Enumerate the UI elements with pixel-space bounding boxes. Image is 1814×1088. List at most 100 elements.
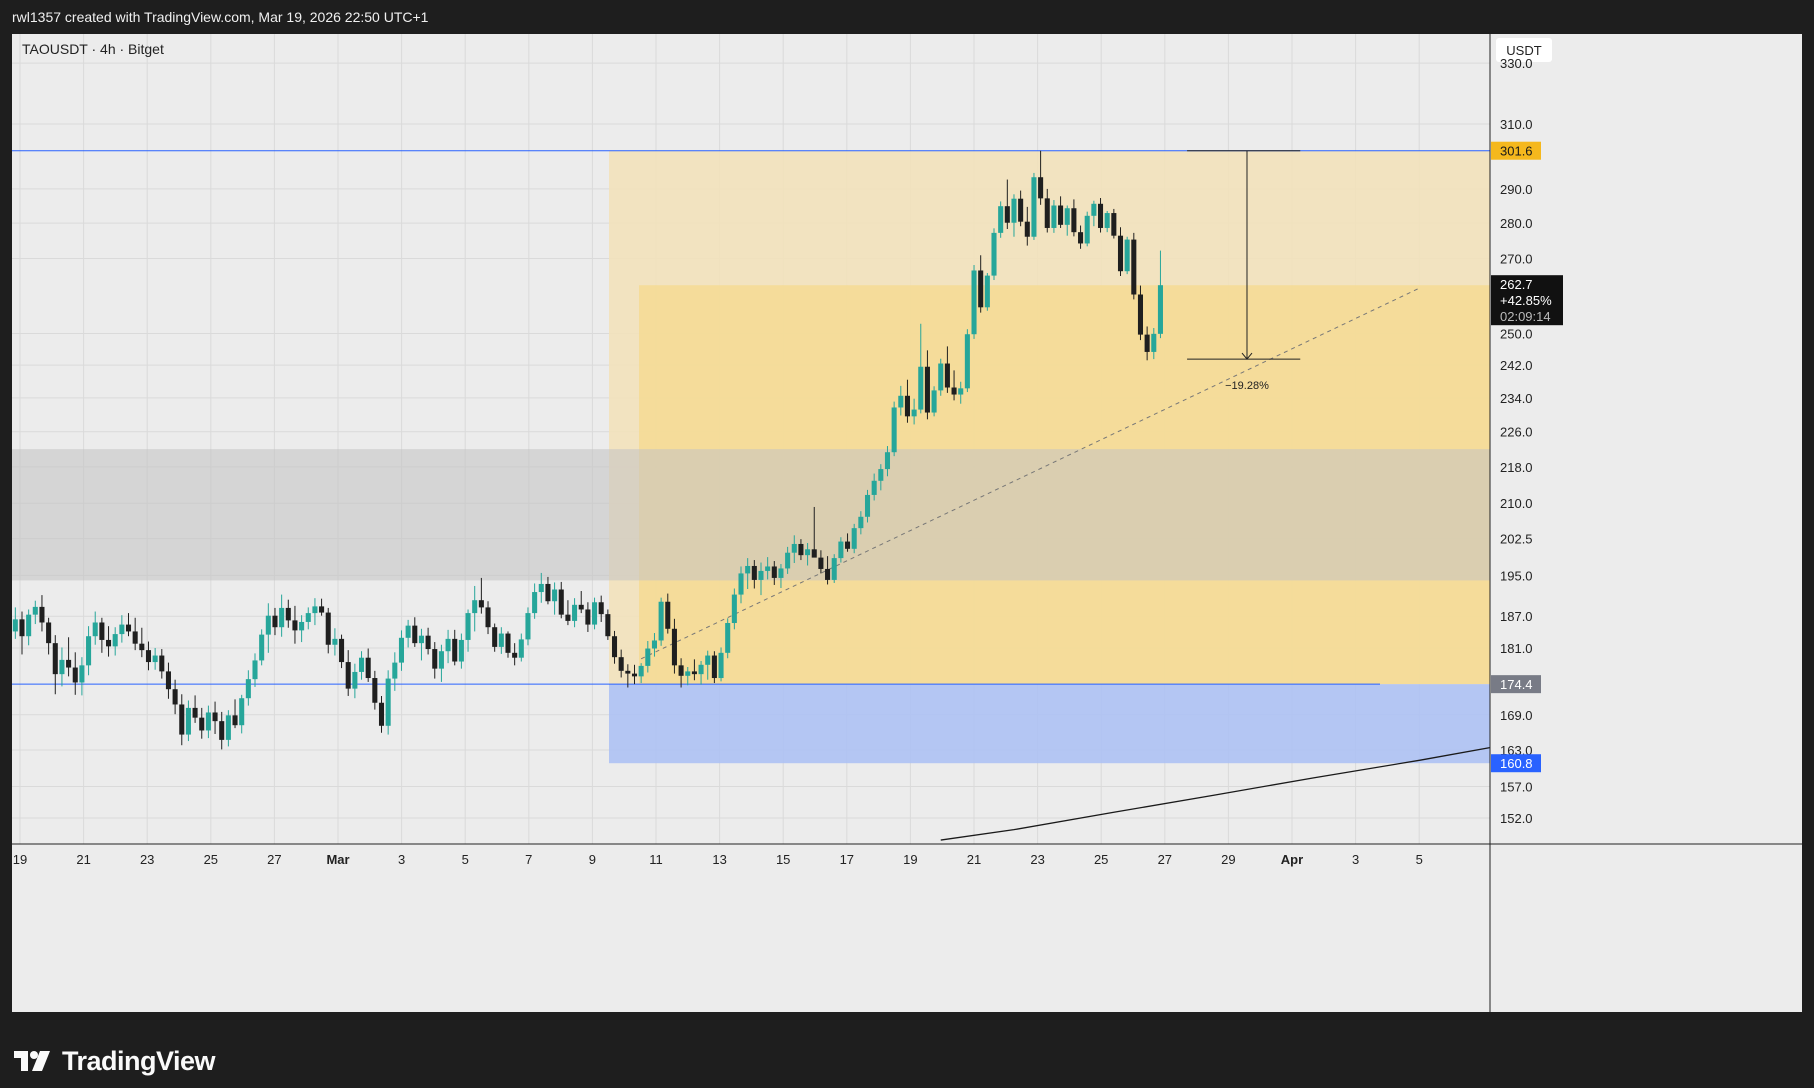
candle-body	[39, 606, 45, 623]
candle-body	[545, 583, 551, 602]
candle-body	[19, 619, 25, 637]
candle-body	[618, 657, 624, 671]
candle-body	[498, 633, 504, 647]
candle-body	[339, 638, 345, 663]
candle-body	[552, 589, 558, 602]
ma-curve	[940, 746, 1494, 841]
candle-body	[1111, 213, 1117, 236]
candle-body	[958, 388, 964, 395]
candle-body	[998, 206, 1004, 233]
y-tick-label: 181.0	[1500, 641, 1533, 656]
candle-body	[598, 602, 604, 615]
candle-body	[685, 671, 691, 676]
candle-body	[778, 568, 784, 578]
x-tick-label: 21	[76, 852, 90, 867]
candle-body	[485, 607, 491, 628]
candle-body	[152, 655, 158, 663]
last-price: 262.7	[1500, 277, 1533, 292]
candle-body	[59, 659, 65, 675]
x-tick-label: 19	[13, 852, 27, 867]
candle-body	[285, 607, 291, 621]
candle-body	[698, 664, 704, 675]
candle-body	[1058, 205, 1064, 225]
candle-body	[718, 652, 724, 679]
candle-body	[745, 565, 751, 574]
y-tick-label: 202.5	[1500, 532, 1533, 547]
candle-body	[365, 657, 371, 679]
candle-body	[578, 604, 584, 610]
x-tick-label: Apr	[1281, 852, 1303, 867]
candle-body	[645, 648, 651, 666]
x-tick-label: 5	[462, 852, 469, 867]
candle-body	[871, 480, 877, 495]
candle-body	[971, 270, 977, 335]
candle-body	[32, 606, 38, 615]
candle-body	[964, 334, 970, 389]
candle-body	[139, 643, 145, 651]
candle-body	[711, 655, 717, 679]
candle-body	[405, 625, 411, 638]
y-tick-label: 250.0	[1500, 326, 1533, 341]
candle-body	[678, 665, 684, 676]
candle-body	[432, 649, 438, 669]
candle-body	[731, 594, 737, 624]
candle-body	[931, 390, 937, 413]
chart-frame[interactable]: −19.28% TAOUSDT · 4h · Bitget USDT 330.0 310…	[12, 34, 1802, 1012]
candle-body	[12, 619, 18, 632]
candle-body	[585, 609, 591, 625]
tradingview-logo[interactable]: TradingView	[14, 1046, 216, 1076]
candle-body	[319, 606, 325, 613]
candle-body	[631, 673, 638, 677]
candle-body	[1157, 285, 1163, 334]
candle-body	[425, 635, 431, 650]
y-tick-label: 195.0	[1500, 568, 1533, 583]
candle-body	[378, 702, 385, 726]
candle-body	[978, 270, 984, 308]
currency-label: USDT	[1506, 43, 1541, 58]
attribution-text: rwl1357 created with TradingView.com, Ma…	[12, 9, 429, 25]
candle-body	[924, 366, 930, 413]
candle-body	[86, 636, 92, 666]
y-tick-label: 157.0	[1500, 780, 1533, 795]
candle-body	[884, 452, 891, 470]
candle-body	[219, 721, 225, 740]
candle-body	[911, 409, 917, 417]
y-tick-label: 270.0	[1500, 252, 1533, 267]
last-price-countdown: 02:09:14	[1500, 309, 1551, 324]
price-axis-bg	[1490, 34, 1802, 1012]
price-badge-label: 160.8	[1500, 756, 1533, 771]
candle-body	[205, 712, 211, 731]
candle-body	[398, 637, 405, 663]
candle-body	[345, 662, 351, 689]
candle-body	[851, 528, 857, 549]
attribution-bar: rwl1357 created with TradingView.com, Ma…	[0, 0, 1814, 34]
candle-body	[651, 640, 657, 649]
symbol-label: TAOUSDT · 4h · Bitget	[22, 41, 164, 57]
candle-body	[1011, 198, 1017, 223]
candle-body	[1117, 235, 1124, 272]
candle-body	[811, 549, 817, 558]
candle-body	[1137, 294, 1144, 335]
candle-body	[918, 366, 924, 410]
candle-body	[179, 704, 185, 735]
candle-body	[165, 671, 171, 690]
x-tick-label: 29	[1221, 852, 1235, 867]
candle-body	[325, 612, 331, 645]
x-tick-label: 17	[840, 852, 854, 867]
candle-body	[1044, 198, 1050, 228]
candle-body	[944, 363, 950, 388]
x-tick-label: 3	[1352, 852, 1359, 867]
x-tick-label: 5	[1416, 852, 1423, 867]
candle-body	[738, 573, 744, 595]
price-badge-label: 301.6	[1500, 144, 1533, 159]
price-badge	[1491, 141, 1541, 160]
candle-body	[951, 387, 957, 395]
candle-body	[1018, 198, 1024, 222]
candle-body	[1097, 203, 1104, 228]
candle-body	[538, 583, 544, 593]
candle-body	[1104, 213, 1110, 228]
candle-body	[1091, 203, 1097, 216]
candle-body	[691, 671, 697, 675]
x-tick-label: Mar	[326, 852, 349, 867]
